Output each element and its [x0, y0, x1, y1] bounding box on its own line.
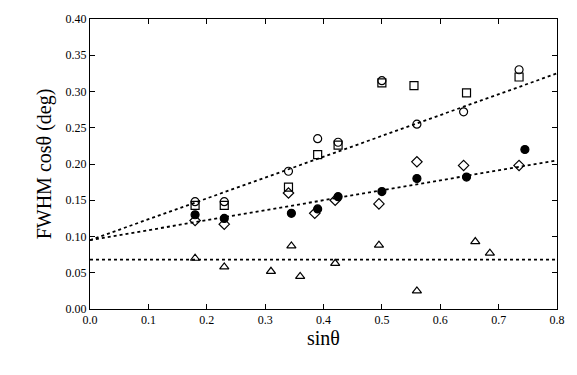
svg-text:0.2: 0.2 — [199, 313, 214, 327]
svg-text:0.6: 0.6 — [433, 313, 448, 327]
svg-text:0.5: 0.5 — [374, 313, 389, 327]
svg-text:0.7: 0.7 — [491, 313, 506, 327]
svg-text:0.05: 0.05 — [66, 266, 87, 280]
svg-text:0.00: 0.00 — [66, 302, 87, 316]
svg-text:FWHM cosθ (deg): FWHM cosθ (deg) — [33, 89, 56, 240]
svg-text:0.10: 0.10 — [66, 230, 87, 244]
svg-text:0.8: 0.8 — [550, 313, 565, 327]
svg-text:0.0: 0.0 — [83, 313, 98, 327]
svg-text:0.30: 0.30 — [66, 85, 87, 99]
svg-text:0.15: 0.15 — [66, 193, 87, 207]
svg-text:0.25: 0.25 — [66, 121, 87, 135]
svg-text:sinθ: sinθ — [307, 327, 340, 349]
svg-text:0.20: 0.20 — [66, 157, 87, 171]
svg-text:0.1: 0.1 — [141, 313, 156, 327]
svg-text:0.4: 0.4 — [316, 313, 331, 327]
svg-text:0.40: 0.40 — [66, 12, 87, 26]
svg-text:0.3: 0.3 — [258, 313, 273, 327]
svg-text:0.35: 0.35 — [66, 48, 87, 62]
